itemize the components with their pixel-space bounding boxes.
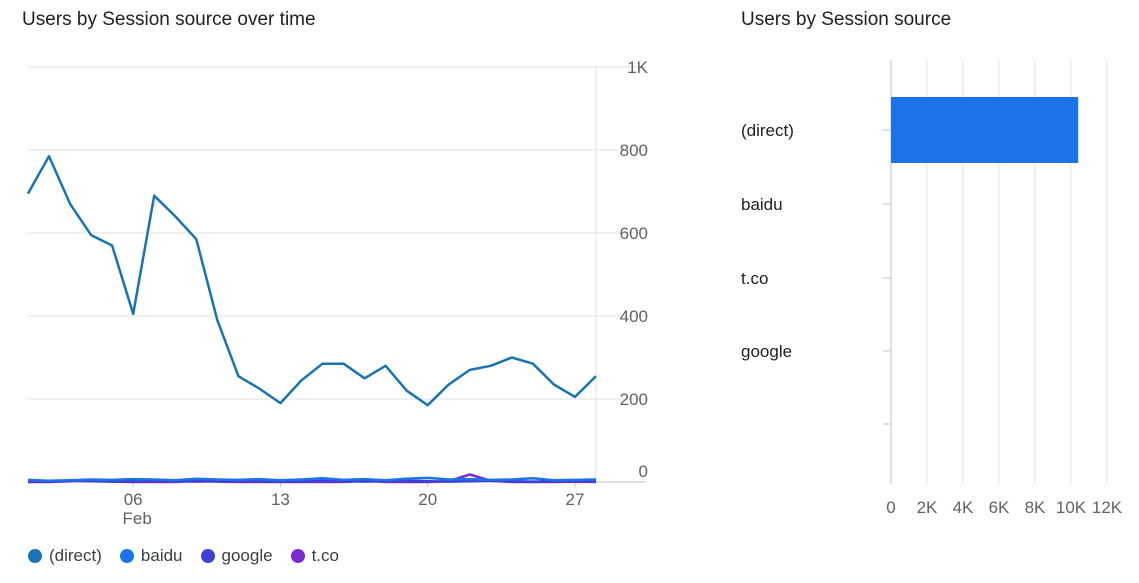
y-tick-label: 600 <box>620 224 648 243</box>
bar-chart-title: Users by Session source <box>741 9 952 30</box>
legend-item[interactable]: google <box>200 546 273 566</box>
legend-label: (direct) <box>49 546 102 565</box>
y-tick-label: 200 <box>620 390 648 409</box>
x-tick-label: 2K <box>917 498 938 517</box>
x-tick-label: 10K <box>1056 498 1087 517</box>
series-line-google <box>27 479 597 483</box>
x-tick-label: 0 <box>886 498 895 517</box>
bar-category-label: t.co <box>741 269 768 288</box>
x-tick-label: 06 <box>124 490 143 509</box>
y-tick-label: 1K <box>627 58 648 77</box>
x-tick-label: 12K <box>1092 498 1123 517</box>
bar-category-label: baidu <box>741 195 783 214</box>
x-tick-label: 20 <box>418 490 437 509</box>
series-line-baidu <box>27 476 597 483</box>
line-chart-legend: (direct) baidu google t.co <box>28 546 339 566</box>
legend-swatch <box>28 549 42 563</box>
legend-item[interactable]: t.co <box>290 546 339 566</box>
x-tick-label: 13 <box>271 490 290 509</box>
y-tick-label: 800 <box>620 141 648 160</box>
legend-label: google <box>221 546 273 565</box>
bar-category-label: google <box>741 342 792 361</box>
x-tick-label: 4K <box>953 498 974 517</box>
legend-swatch <box>290 549 305 563</box>
legend-item[interactable]: (direct) <box>28 546 102 566</box>
x-tick-label: 6K <box>989 498 1010 517</box>
legend-item[interactable]: baidu <box>119 546 183 566</box>
x-tick-label: 8K <box>1025 498 1046 517</box>
y-tick-label: 0 <box>639 462 648 481</box>
legend-label: t.co <box>311 546 339 565</box>
x-tick-label: 27 <box>566 490 585 509</box>
bar-category-label: (direct) <box>741 121 794 140</box>
y-tick-label: 400 <box>620 307 648 326</box>
legend-swatch <box>119 549 134 563</box>
bar <box>891 97 1079 163</box>
line-chart-title: Users by Session source over time <box>22 9 316 30</box>
series-line-direct <box>26 154 597 407</box>
x-tick-sublabel: Feb <box>123 509 152 528</box>
legend-swatch <box>200 549 215 563</box>
legend-label: baidu <box>140 546 183 565</box>
